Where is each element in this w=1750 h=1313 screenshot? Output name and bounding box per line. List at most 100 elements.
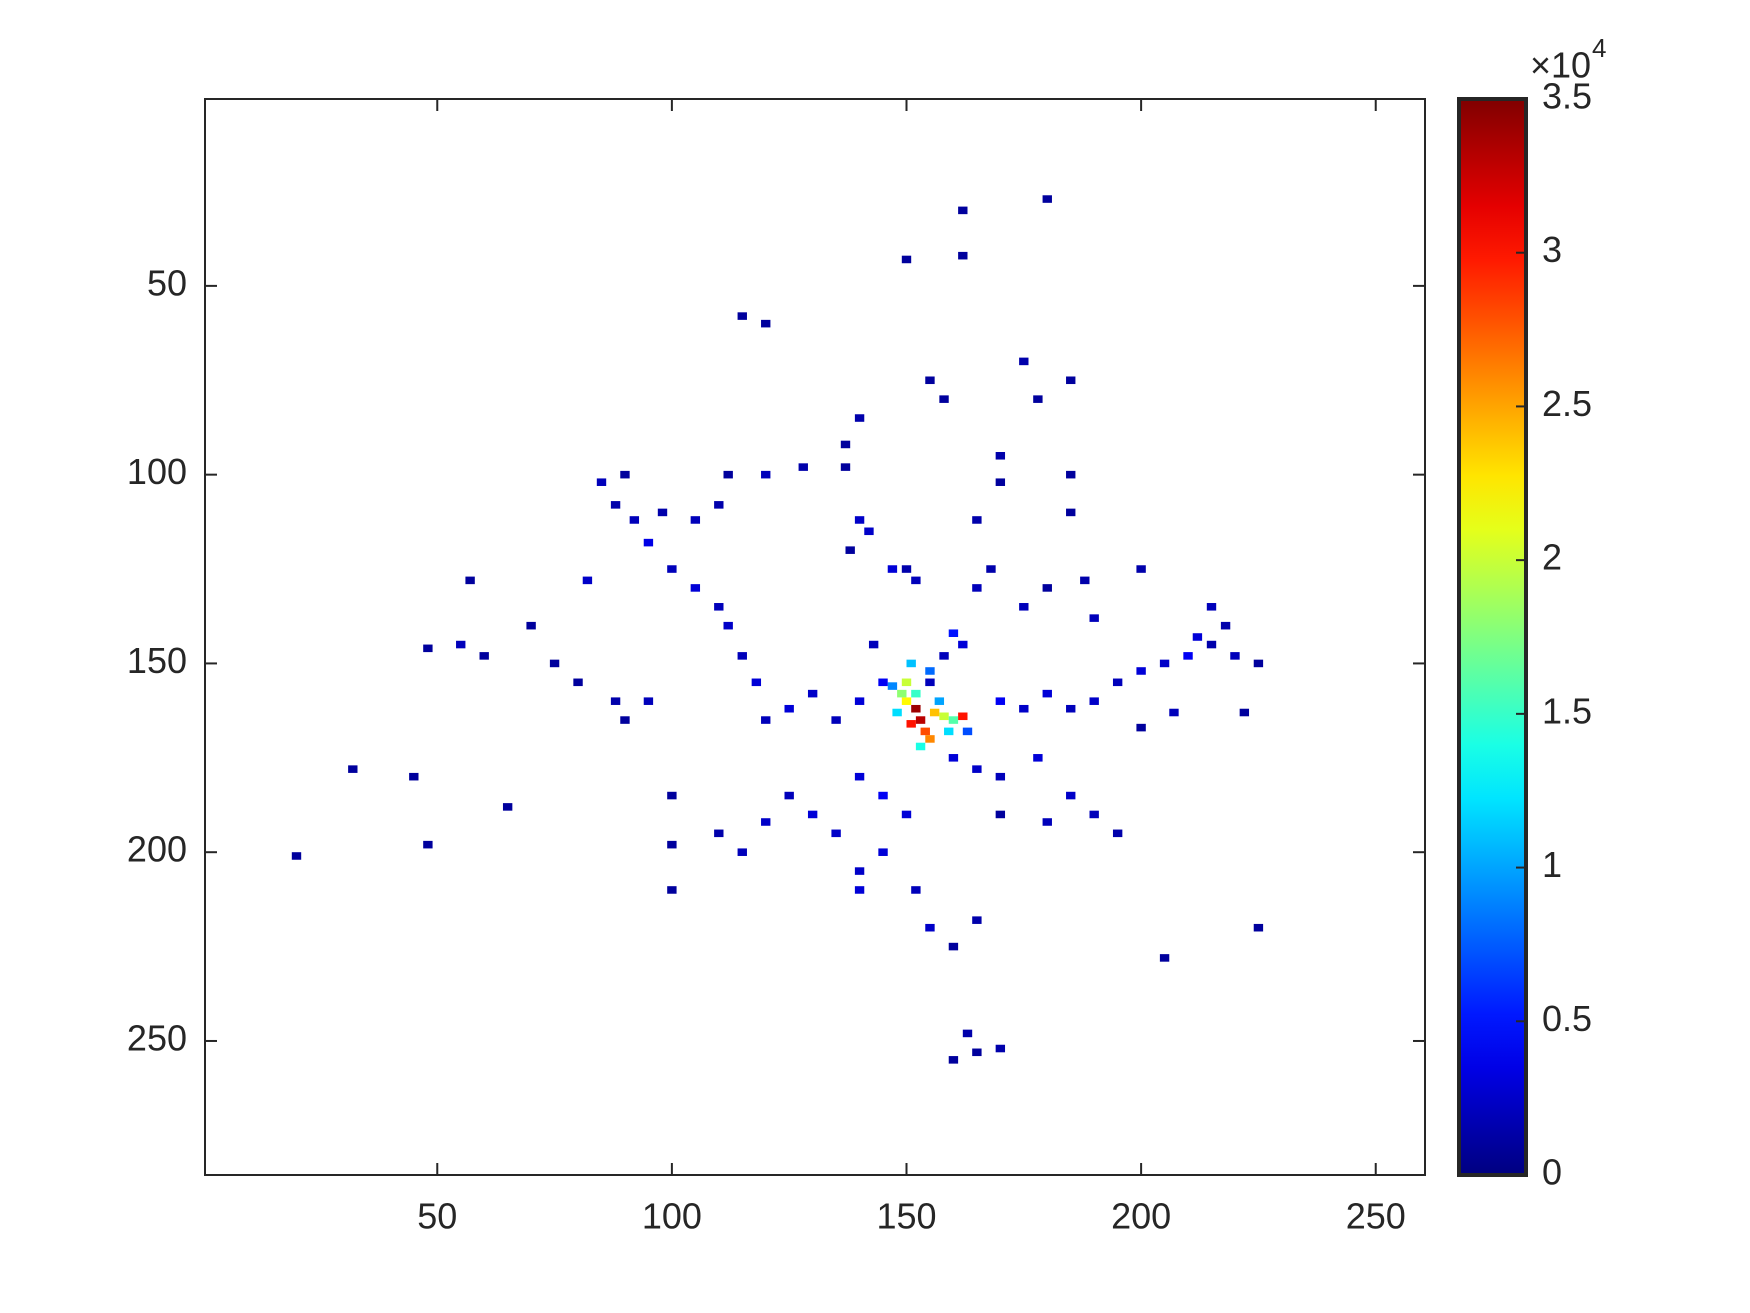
heatmap-cell — [864, 527, 874, 536]
heatmap-cell — [831, 716, 841, 724]
heatmap-cell — [854, 886, 865, 894]
heatmap-cell — [958, 712, 968, 721]
colorbar — [1457, 97, 1528, 1177]
heatmap-cell — [901, 810, 912, 819]
heatmap-cell — [939, 712, 949, 721]
heatmap-cell — [798, 463, 808, 471]
heatmap-cell — [915, 716, 926, 724]
heatmap-cell — [972, 516, 982, 524]
heatmap-cell — [643, 697, 654, 705]
heatmap-cell — [901, 678, 912, 687]
heatmap-cell — [784, 791, 794, 800]
heatmap-cell — [920, 727, 930, 736]
heatmap-cell — [929, 708, 940, 717]
y-tick-label: 250 — [127, 1017, 187, 1058]
heatmap-cell — [845, 546, 855, 554]
heatmap-cell — [911, 576, 921, 585]
colorbar-tick-label: 0 — [1542, 1152, 1562, 1193]
heatmap-cell — [667, 840, 677, 849]
heatmap-cell — [854, 867, 865, 875]
heatmap-cell — [723, 621, 733, 630]
heatmap-cell — [939, 652, 949, 660]
heatmap-cell — [714, 829, 724, 838]
heatmap-cell — [465, 576, 475, 585]
heatmap-cell — [714, 603, 724, 611]
heatmap-cell — [1066, 376, 1076, 385]
heatmap-cell — [911, 886, 921, 894]
heatmap-cell — [761, 716, 771, 724]
heatmap-cell — [423, 840, 433, 849]
heatmap-cell — [1159, 659, 1170, 668]
heatmap-cell — [911, 689, 921, 698]
heatmap-cell — [348, 765, 358, 773]
heatmap-cell — [526, 621, 536, 630]
heatmap-cell — [925, 376, 935, 385]
heatmap-cell — [986, 565, 996, 573]
heatmap-cell — [962, 727, 973, 736]
heatmap-cell — [807, 689, 818, 698]
heatmap-cell — [751, 678, 762, 687]
heatmap-cell — [887, 565, 898, 573]
heatmap-cell — [1136, 723, 1146, 732]
heatmap-cell — [840, 440, 851, 449]
heatmap-cell — [502, 803, 513, 811]
heatmap-cell — [906, 720, 916, 728]
y-tick-label: 100 — [127, 451, 187, 492]
heatmap-cell — [944, 727, 954, 736]
heatmap-cell — [901, 255, 912, 264]
colorbar-tick-label: 0.5 — [1542, 998, 1592, 1039]
heatmap-cell — [925, 667, 935, 675]
heatmap-cell — [643, 538, 654, 547]
heatmap-cell — [995, 1044, 1006, 1053]
heatmap-cell — [948, 716, 959, 724]
heatmap-cell — [948, 629, 959, 637]
heatmap-cell — [878, 848, 888, 856]
heatmap-cell — [878, 678, 888, 687]
y-tick-label: 50 — [147, 262, 187, 303]
heatmap-cell — [1136, 565, 1146, 573]
heatmap-cell — [901, 697, 912, 705]
heatmap-cell — [1112, 678, 1123, 687]
heatmap-cell — [948, 942, 959, 951]
heatmap-cell — [868, 640, 879, 649]
heatmap-cell — [409, 772, 419, 781]
heatmap-cell — [1136, 667, 1146, 675]
heatmap-cell — [784, 704, 794, 713]
heatmap-cell — [934, 697, 945, 705]
heatmap-cell — [972, 765, 982, 773]
heatmap-cell — [906, 659, 916, 668]
heatmap-cell — [1183, 652, 1193, 660]
heatmap-cell — [840, 463, 851, 471]
heatmap-cell — [897, 689, 907, 698]
heatmap-cell — [1169, 708, 1179, 717]
heatmap-cell — [1089, 697, 1099, 705]
colorbar-tick-label: 1 — [1542, 844, 1562, 885]
heatmap-cell — [995, 452, 1006, 460]
heatmap-cell — [610, 501, 621, 509]
heatmap-cell — [737, 312, 747, 320]
heatmap-cell — [995, 478, 1006, 486]
colorbar-tick-label: 1.5 — [1542, 690, 1592, 731]
heatmap-cell — [995, 810, 1006, 819]
heatmap-cell — [1019, 704, 1029, 713]
heatmap-cell — [1033, 395, 1043, 403]
heatmap-cell — [714, 501, 724, 509]
heatmap-cell — [1066, 508, 1076, 517]
heatmap-cell — [667, 565, 677, 573]
heatmap-cell — [972, 916, 982, 924]
heatmap-cell — [761, 319, 771, 328]
heatmap-cell — [854, 414, 865, 422]
heatmap-cell — [596, 478, 607, 486]
heatmap-cell — [962, 1029, 973, 1038]
heatmap-cell — [423, 644, 433, 653]
heatmap-cell — [1019, 603, 1029, 611]
colorbar-tick-label: 2 — [1542, 537, 1562, 578]
heatmap-cell — [1033, 754, 1043, 762]
axes-box — [204, 98, 1426, 1176]
heatmap-cell — [948, 754, 959, 762]
heatmap-cell — [737, 652, 747, 660]
heatmap-cell — [549, 659, 560, 668]
heatmap-cell — [1159, 954, 1170, 962]
heatmap-cell — [892, 708, 902, 717]
heatmap-cell — [1206, 640, 1217, 649]
